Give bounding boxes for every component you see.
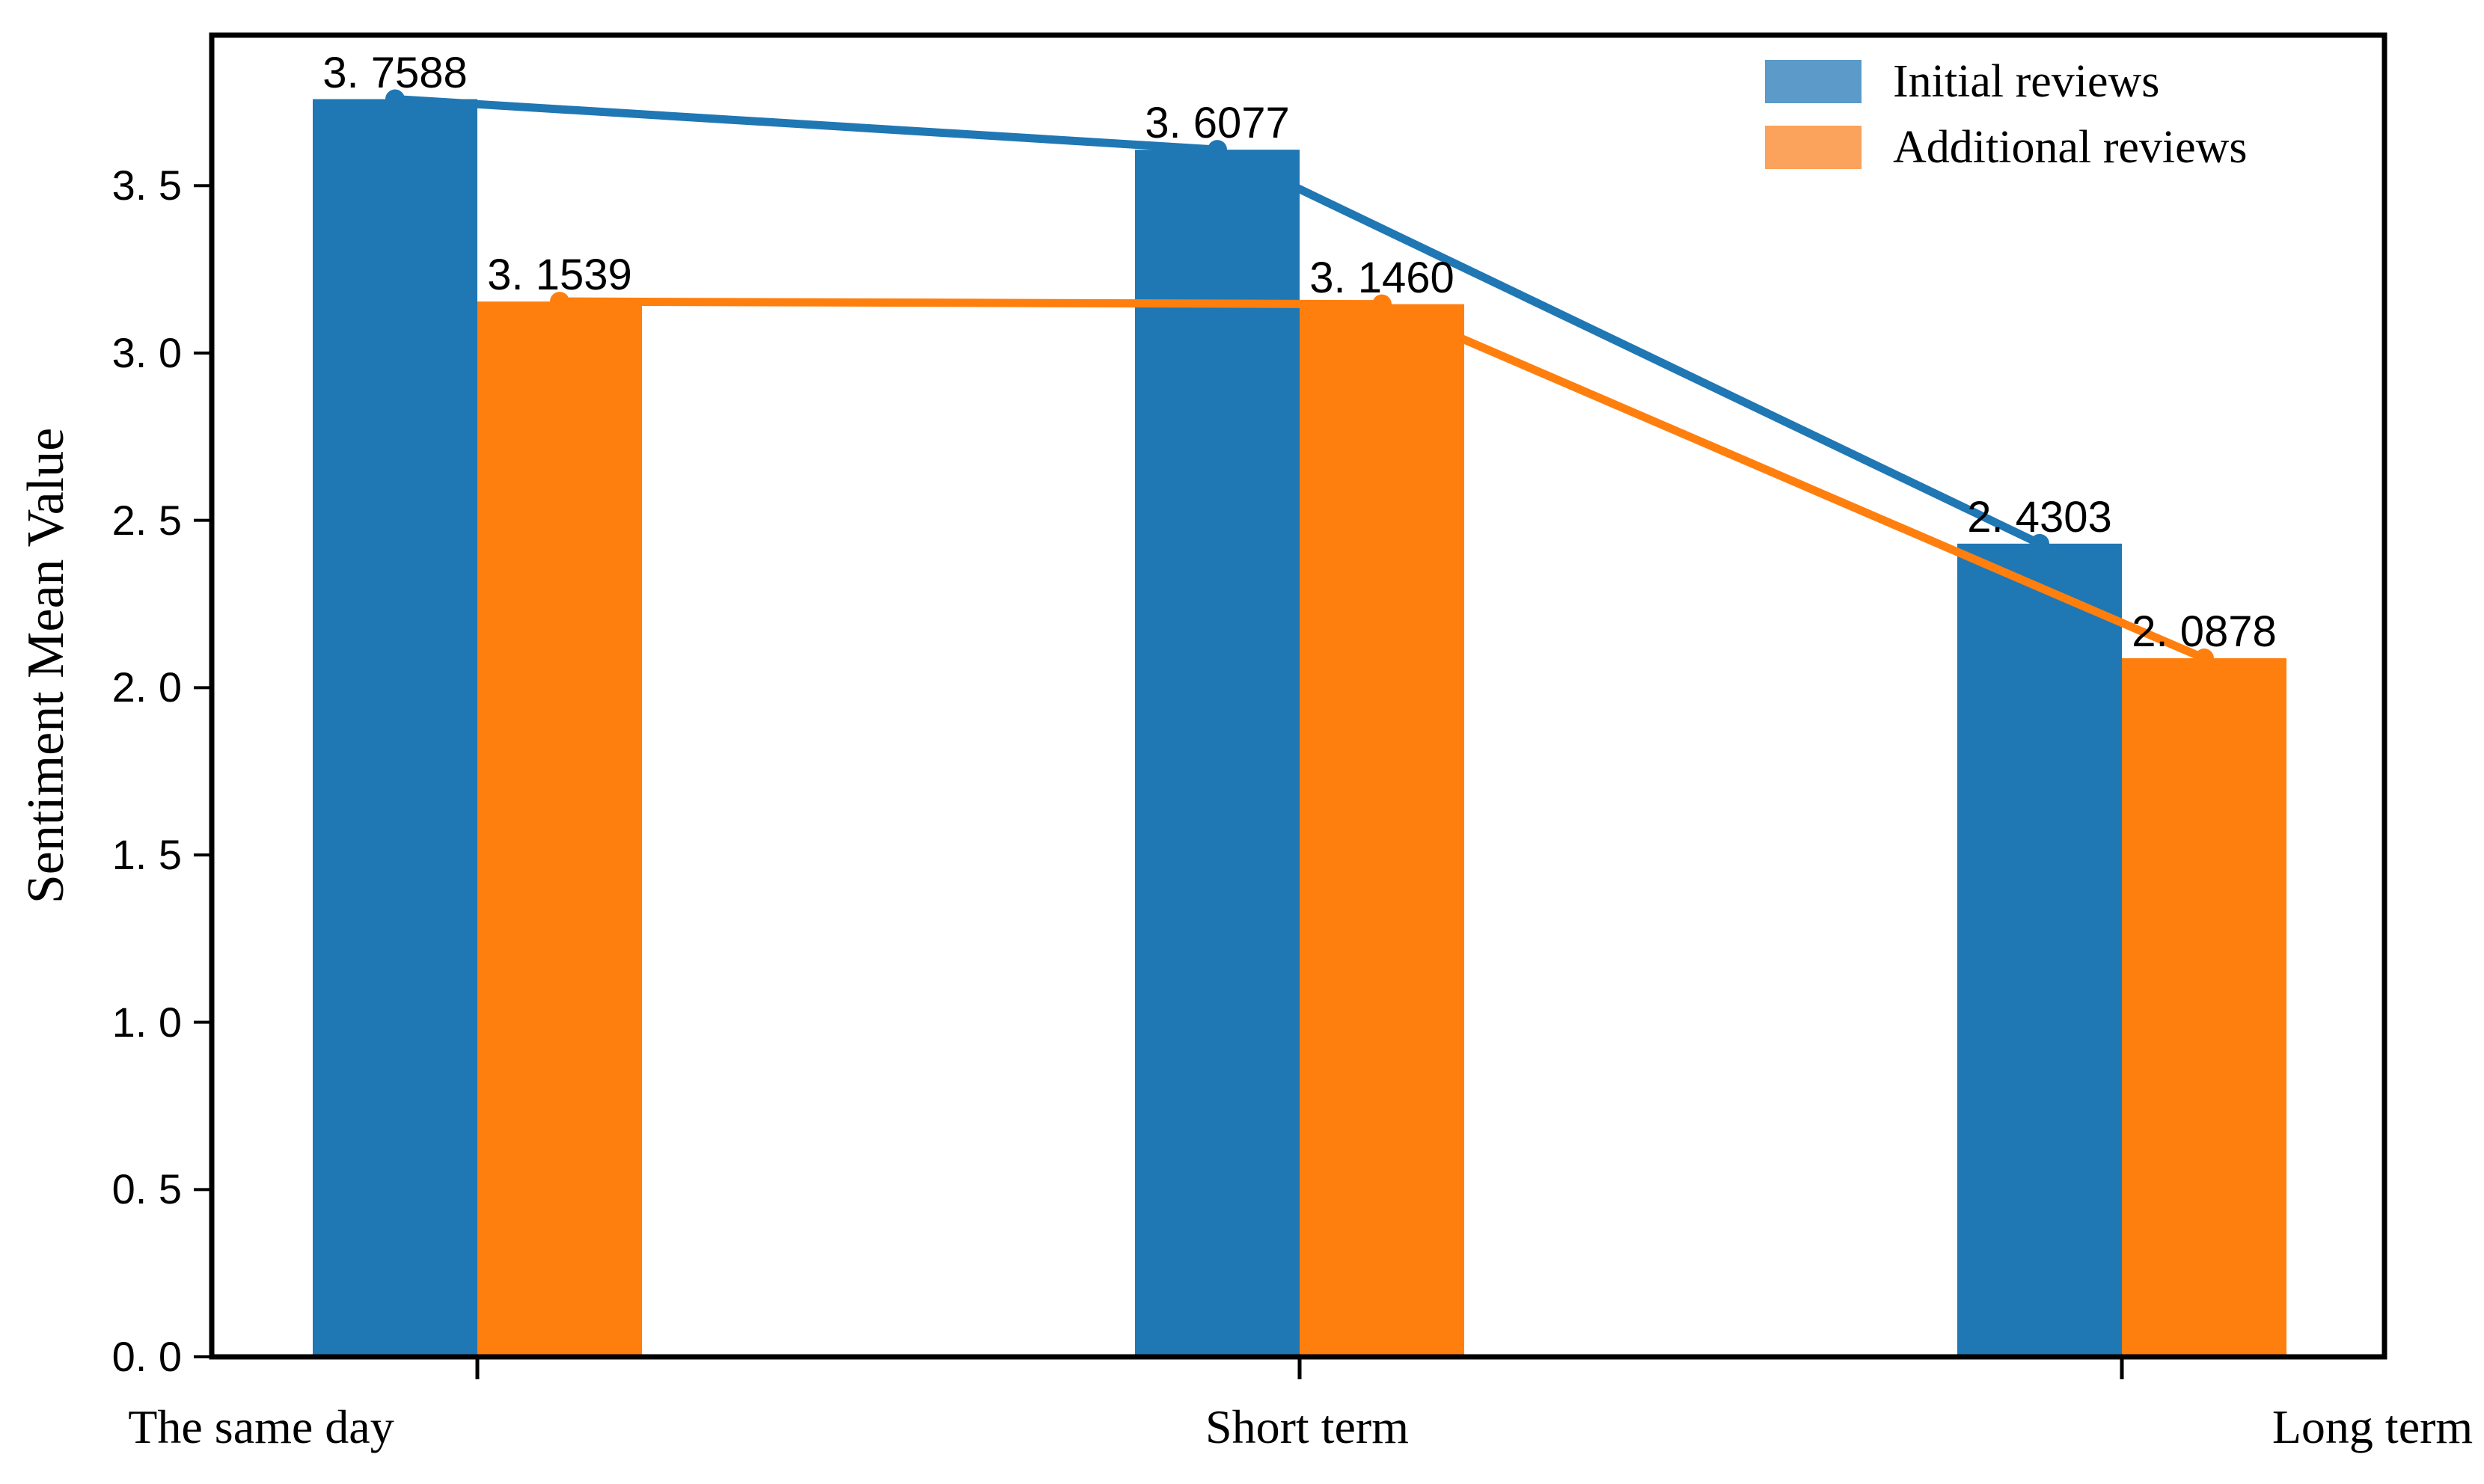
marker-additional-0 [550, 292, 569, 312]
y-tick-label-1: 0. 5 [111, 1165, 182, 1213]
bar-initial-1 [1135, 150, 1300, 1357]
value-label-additional-2: 2. 0878 [2132, 607, 2277, 657]
y-axis-title: Sentiment Mean Value [17, 427, 75, 904]
legend-label-additional: Additional reviews [1893, 122, 2248, 173]
legend-row-initial: Initial reviews [1765, 58, 2248, 105]
x-tick-label-1: Short term [1205, 1400, 1409, 1453]
y-tick-label-5: 2. 5 [111, 496, 182, 544]
legend-row-additional: Additional reviews [1765, 124, 2248, 171]
y-tick-label-7: 3. 5 [111, 162, 182, 209]
y-tick-label-6: 3. 0 [111, 328, 182, 376]
legend-swatch-initial [1765, 60, 1862, 103]
bar-additional-2 [2122, 658, 2286, 1357]
value-label-additional-0: 3. 1539 [487, 251, 632, 300]
bar-additional-0 [477, 301, 642, 1357]
bar-additional-1 [1300, 304, 1464, 1357]
marker-initial-1 [1208, 140, 1227, 160]
x-tick-label-0: The same day [128, 1400, 394, 1453]
legend: Initial reviews Additional reviews [1765, 58, 2248, 190]
value-label-initial-0: 3. 7588 [322, 48, 468, 97]
y-tick-label-4: 2. 0 [111, 663, 182, 711]
y-tick-label-3: 1. 5 [111, 830, 182, 878]
marker-additional-2 [2194, 649, 2214, 669]
marker-additional-1 [1372, 294, 1392, 314]
y-tick-label-0: 0. 0 [111, 1333, 182, 1380]
bar-initial-2 [1957, 543, 2122, 1357]
legend-label-initial: Initial reviews [1893, 56, 2160, 107]
marker-initial-2 [2030, 533, 2049, 554]
y-tick-label-2: 1. 0 [111, 998, 182, 1046]
bar-initial-0 [313, 99, 477, 1358]
x-tick-label-2: Long term [2272, 1400, 2474, 1453]
legend-swatch-additional [1765, 126, 1862, 169]
value-label-initial-2: 2. 4303 [1967, 492, 2112, 542]
marker-initial-0 [385, 89, 405, 109]
value-label-additional-1: 3. 1460 [1309, 253, 1454, 302]
value-label-initial-1: 3. 6077 [1145, 99, 1290, 148]
